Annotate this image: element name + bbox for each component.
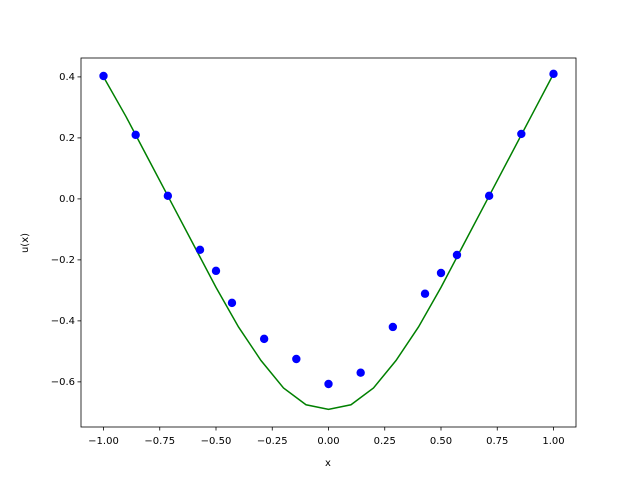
x-tick-label: 0.50 xyxy=(430,436,452,447)
point xyxy=(420,289,430,298)
x-tick-label: −0.75 xyxy=(144,436,175,447)
point xyxy=(211,266,221,276)
point xyxy=(227,298,237,308)
point xyxy=(517,129,526,139)
point xyxy=(356,368,365,377)
y-tick-label: 0.0 xyxy=(59,194,75,205)
point xyxy=(259,334,269,344)
x-tick-label: 0.25 xyxy=(374,436,396,447)
point xyxy=(324,379,333,389)
point xyxy=(99,71,108,81)
point xyxy=(292,354,301,364)
y-tick-label: −0.6 xyxy=(51,377,75,388)
point xyxy=(131,130,140,140)
x-tick-label: 0.75 xyxy=(486,436,508,447)
y-tick-label: −0.2 xyxy=(51,255,75,266)
curve xyxy=(102,73,555,411)
y-tick-label: 0.2 xyxy=(59,133,75,144)
point xyxy=(195,245,205,255)
x-tick-label: 0.00 xyxy=(317,436,339,447)
y-tick-label: 0.4 xyxy=(59,72,75,83)
point xyxy=(436,268,446,278)
point xyxy=(163,191,173,201)
y-tick-label: −0.4 xyxy=(51,316,75,327)
x-tick-label: 1.00 xyxy=(542,436,564,447)
x-tick-label: −0.25 xyxy=(257,436,288,447)
point xyxy=(484,191,494,201)
point xyxy=(388,322,398,332)
x-tick-label: −0.50 xyxy=(201,436,232,447)
x-axis-label: x xyxy=(325,458,331,469)
y-axis-label: u(x) xyxy=(20,233,31,253)
x-tick-label: −1.00 xyxy=(88,436,119,447)
plot-frame xyxy=(80,57,577,428)
point xyxy=(452,250,462,260)
point xyxy=(549,69,558,79)
